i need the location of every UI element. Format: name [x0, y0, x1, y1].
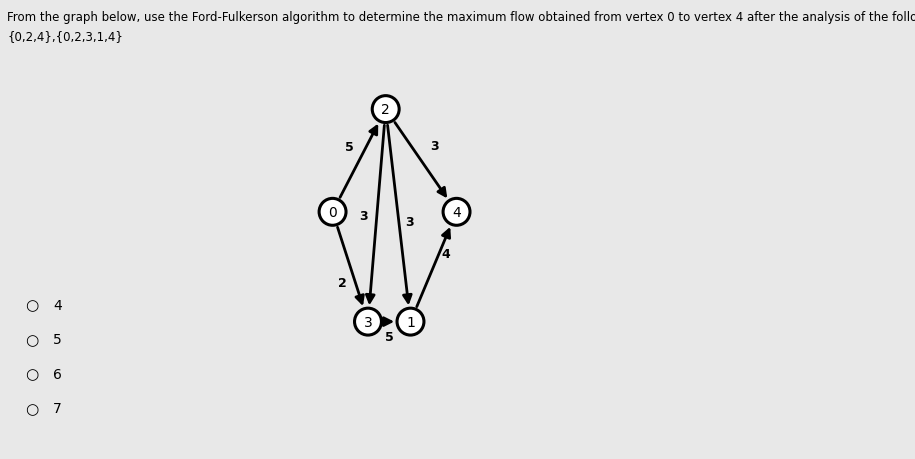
Text: 4: 4: [442, 247, 450, 260]
Text: From the graph below, use the Ford-Fulkerson algorithm to determine the maximum : From the graph below, use the Ford-Fulke…: [7, 11, 915, 24]
Text: {0,2,4},{0,2,3,1,4}: {0,2,4},{0,2,3,1,4}: [7, 30, 124, 43]
Text: ○: ○: [26, 401, 38, 416]
Text: 2: 2: [339, 277, 347, 290]
Text: 0: 0: [328, 205, 337, 219]
Circle shape: [443, 199, 470, 226]
Text: 3: 3: [363, 315, 372, 329]
Text: 3: 3: [359, 209, 368, 222]
Circle shape: [372, 96, 399, 123]
Text: 3: 3: [405, 216, 414, 229]
Text: 7: 7: [53, 402, 62, 415]
Text: 5: 5: [53, 333, 62, 347]
Circle shape: [319, 199, 346, 226]
Text: ○: ○: [26, 367, 38, 381]
Text: 2: 2: [382, 103, 390, 117]
Text: 4: 4: [53, 298, 62, 312]
Circle shape: [397, 308, 424, 336]
Text: 3: 3: [430, 140, 439, 153]
Text: 5: 5: [385, 330, 393, 343]
Text: ○: ○: [26, 298, 38, 313]
Text: ○: ○: [26, 332, 38, 347]
Text: 6: 6: [53, 367, 62, 381]
Text: 1: 1: [406, 315, 414, 329]
Text: 5: 5: [345, 140, 353, 153]
Circle shape: [354, 308, 382, 336]
Text: 4: 4: [452, 205, 461, 219]
